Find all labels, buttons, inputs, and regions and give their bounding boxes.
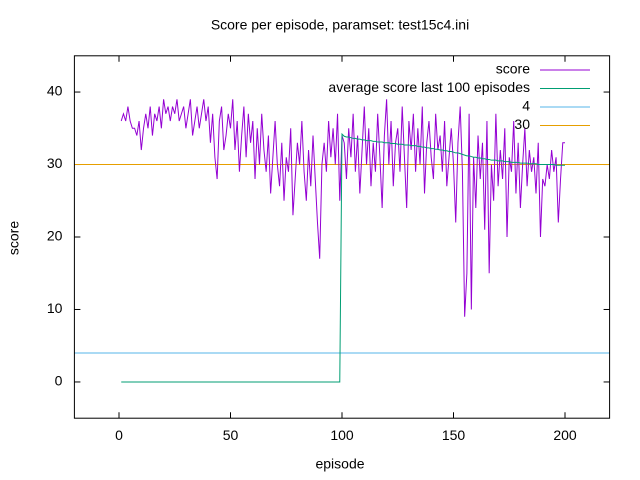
y-tick-label: 10 xyxy=(47,300,63,316)
x-tick-label: 200 xyxy=(553,427,577,443)
x-tick-label: 50 xyxy=(223,427,239,443)
legend-label: score xyxy=(496,61,530,77)
y-tick-label: 40 xyxy=(47,83,63,99)
legend-label: 30 xyxy=(514,116,530,132)
series-line xyxy=(120,99,565,317)
x-tick-label: 150 xyxy=(442,427,466,443)
legend-label: average score last 100 episodes xyxy=(328,79,530,95)
plot-border xyxy=(73,55,611,419)
legend-label: 4 xyxy=(522,98,530,114)
y-tick-label: 0 xyxy=(55,373,63,389)
chart-title: Score per episode, paramset: test15c4.in… xyxy=(211,17,469,33)
y-tick-label: 20 xyxy=(47,228,63,244)
y-tick-label: 30 xyxy=(47,155,63,171)
x-tick-label: 0 xyxy=(115,427,123,443)
x-axis-label: episode xyxy=(315,456,364,472)
x-tick-label: 100 xyxy=(330,427,354,443)
y-axis-label: score xyxy=(6,221,22,255)
series-line xyxy=(121,132,565,383)
